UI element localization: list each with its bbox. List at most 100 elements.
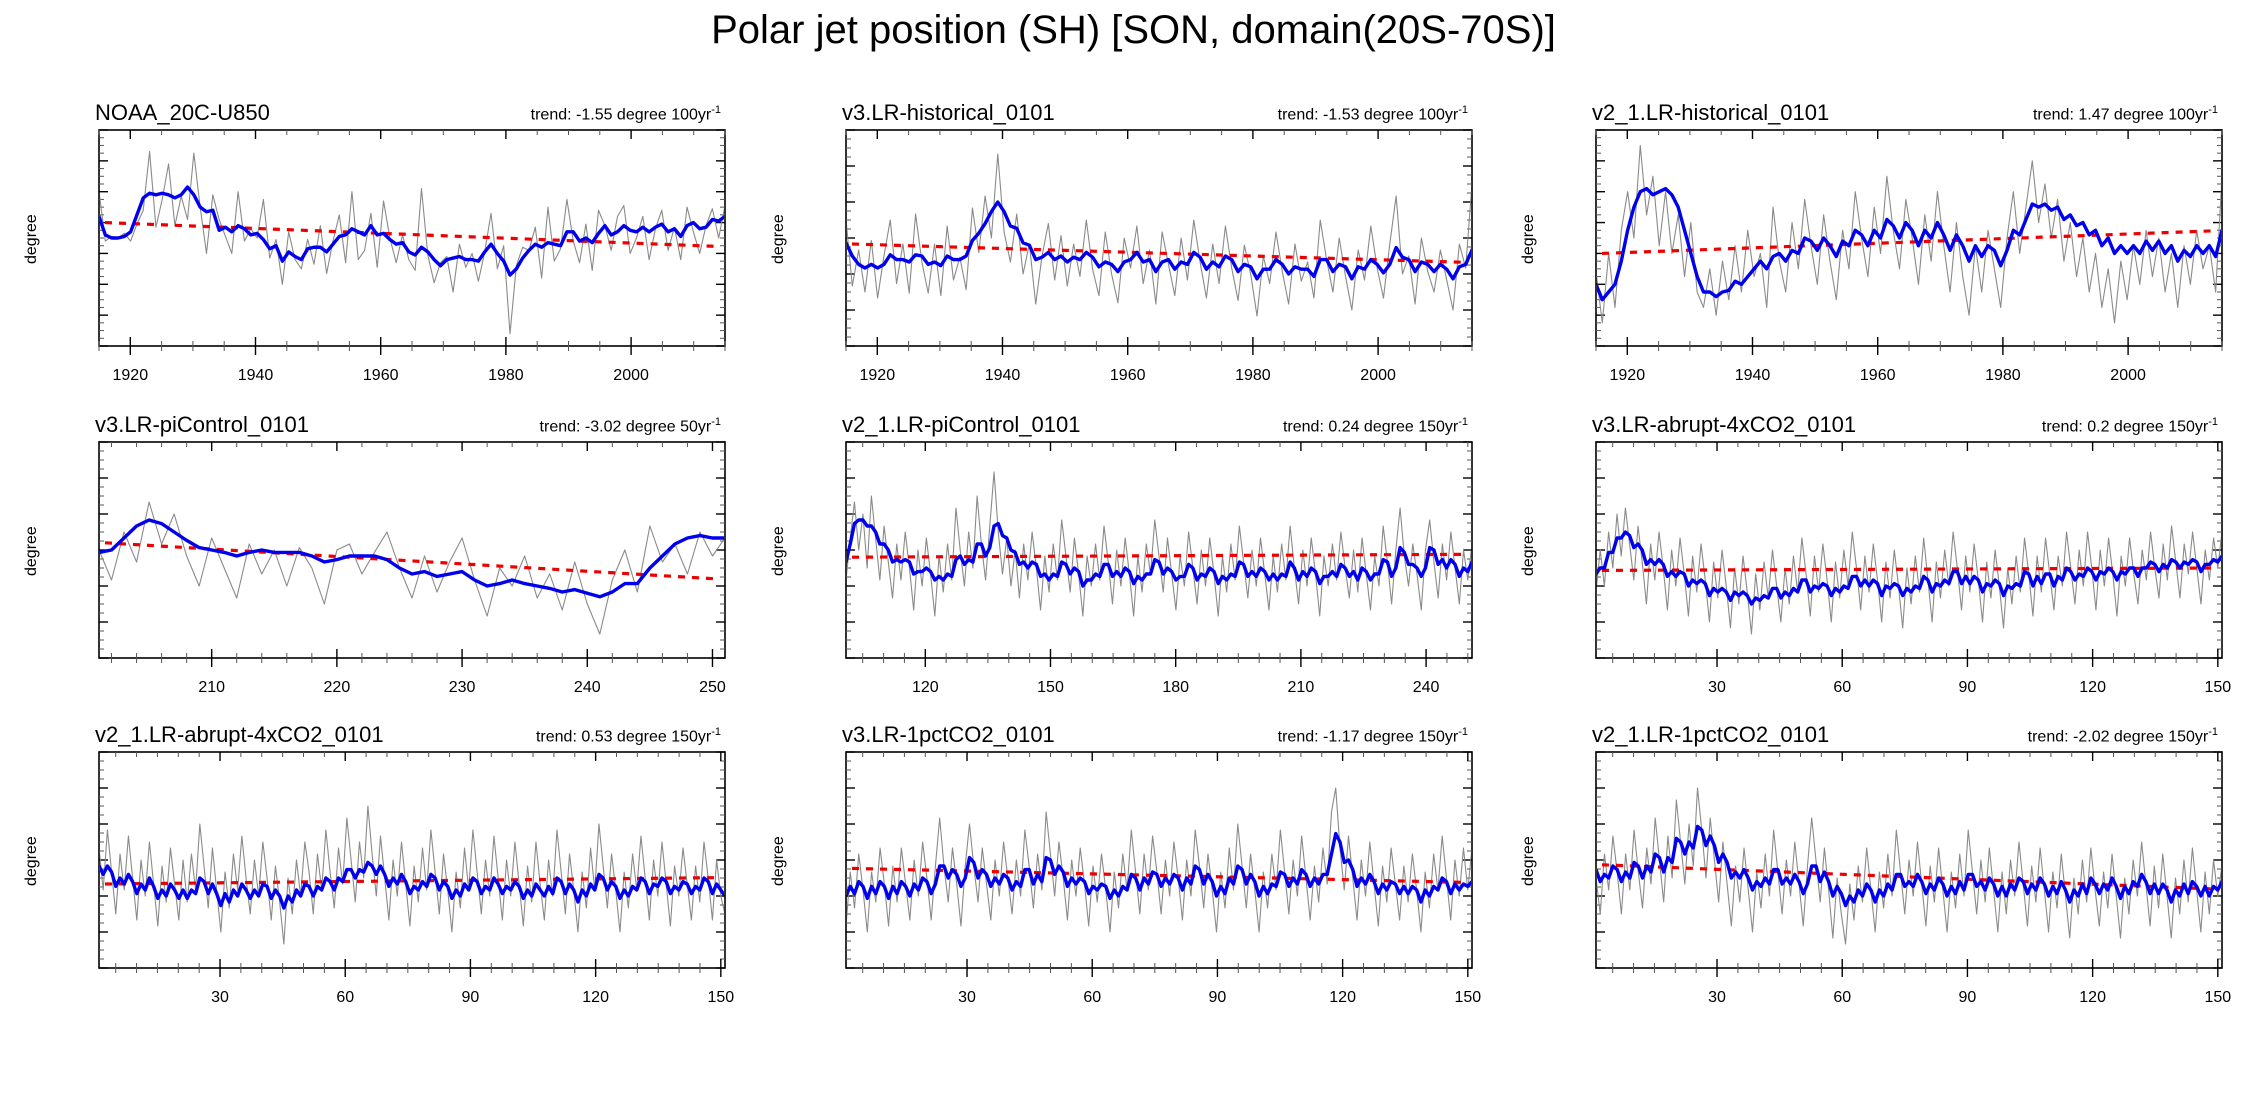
series-raw-line	[847, 153, 1471, 317]
series-smoothed-line	[1597, 186, 2221, 302]
x-tick-label: 60	[336, 989, 354, 1006]
x-tick-label: 150	[707, 989, 734, 1006]
series-smoothed-line	[847, 200, 1471, 281]
x-tick-label: 150	[1454, 989, 1481, 1006]
x-tick-label: 60	[1833, 679, 1851, 696]
plot-frame	[98, 441, 726, 659]
trend-text: trend: 0.2 degree 150yr	[2041, 418, 2209, 436]
series-smoothed-line	[1597, 530, 2221, 606]
x-tick-label: 60	[1833, 989, 1851, 1006]
series-raw-line	[847, 471, 1471, 617]
x-tick-label: 240	[574, 679, 601, 696]
x-tick-label: 120	[1329, 989, 1356, 1006]
plot-area: -39.0-42.0-45.0-48.0-51.0-54.0-57.019201…	[842, 126, 1482, 426]
x-tick-label: 1940	[238, 367, 274, 384]
plot-svg: -39.0-42.0-45.0-48.0-51.0-54.0-57.030609…	[1595, 441, 2231, 696]
panel-trend-annotation: trend: 1.47 degree 100yr-1	[2033, 104, 2218, 124]
trend-exponent: -1	[1458, 416, 1468, 428]
plot-svg: -39.0-42.0-45.0-48.0-51.0-54.0-57.030609…	[1595, 751, 2231, 1006]
x-tick-label: 1980	[488, 367, 524, 384]
x-tick-label: 1920	[860, 367, 896, 384]
trend-line	[1601, 229, 2217, 256]
series-smoothed-line	[847, 831, 1471, 904]
panel-trend-annotation: trend: -1.53 degree 100yr-1	[1278, 104, 1468, 124]
x-tick-label: 1940	[985, 367, 1021, 384]
panel-trend-annotation: trend: -3.02 degree 50yr-1	[540, 416, 721, 436]
plot-frame	[1595, 129, 2223, 347]
trend-exponent: -1	[1458, 104, 1468, 116]
plot-svg: -39.0-42.0-45.0-48.0-51.0-54.0-57.012015…	[845, 441, 1473, 696]
trend-text: trend: -2.02 degree 150yr	[2027, 728, 2209, 746]
trend-text: trend: -1.17 degree 150yr	[1277, 728, 1459, 746]
x-tick-label: 90	[1209, 989, 1227, 1006]
x-tick-label: 2000	[2110, 367, 2146, 384]
x-tick-label: 1940	[1735, 367, 1771, 384]
x-tick-label: 2000	[1360, 367, 1396, 384]
plot-frame	[845, 441, 1473, 659]
trend-line	[1601, 566, 2217, 572]
panel-header: v3.LR-historical_0101 trend: -1.53 degree…	[842, 100, 1468, 126]
series-smoothed-line	[1597, 824, 2221, 908]
plot-svg: -39.0-42.0-45.0-48.0-51.0-54.0-57.019201…	[845, 129, 1473, 384]
panel-title: v3.LR-abrupt-4xCO2_0101	[1592, 412, 1857, 437]
trend-exponent: -1	[2208, 104, 2218, 116]
trend-line	[104, 220, 720, 249]
x-tick-label: 180	[1162, 679, 1189, 696]
x-tick-label: 1980	[1235, 367, 1271, 384]
x-tick-label: 210	[198, 679, 225, 696]
x-tick-label: 230	[449, 679, 476, 696]
trend-line	[851, 242, 1467, 264]
x-tick-label: 30	[1708, 989, 1726, 1006]
panel-header: v2_1.LR-abrupt-4xCO2_0101 trend: 0.53 deg…	[95, 722, 721, 748]
plot-frame	[845, 751, 1473, 969]
x-tick-label: 1960	[1110, 367, 1146, 384]
trend-exponent: -1	[711, 104, 721, 116]
trend-exponent: -1	[2208, 416, 2218, 428]
plot-svg: -39.0-42.0-45.0-48.0-51.0-54.0-57.021022…	[98, 441, 726, 696]
plot-svg: -40.0-42.0-44.0-46.0-48.0-50.0-52.0-54.0…	[1595, 129, 2223, 384]
panel-trend-annotation: trend: 0.53 degree 150yr-1	[536, 726, 721, 746]
x-tick-label: 220	[324, 679, 351, 696]
plot-svg: -39.0-42.0-45.0-48.0-51.0-54.0-57.030609…	[845, 751, 1481, 1006]
x-tick-label: 150	[1037, 679, 1064, 696]
figure-title: Polar jet position (SH) [SON, domain(20S…	[711, 8, 1556, 52]
series-raw-line	[1597, 507, 2221, 635]
x-tick-label: 30	[958, 989, 976, 1006]
panel-title: v3.LR-1pctCO2_0101	[842, 722, 1055, 747]
trend-text: trend: -1.55 degree 100yr	[530, 106, 712, 124]
x-tick-label: 1920	[113, 367, 149, 384]
y-axis-label: degree	[1520, 526, 1537, 576]
x-tick-label: 250	[699, 679, 726, 696]
plot-area: -44.0-46.0-48.0-50.0-52.0-54.0-56.0-58.0…	[95, 126, 735, 426]
panel-header: v2_1.LR-piControl_0101 trend: 0.24 degree…	[842, 412, 1468, 438]
trend-exponent: -1	[711, 416, 721, 428]
x-tick-label: 60	[1083, 989, 1101, 1006]
y-axis-label: degree	[1520, 836, 1537, 886]
trend-line	[851, 552, 1467, 559]
x-tick-label: 1920	[1610, 367, 1646, 384]
panel-title: v2_1.LR-piControl_0101	[842, 412, 1081, 437]
x-tick-label: 2000	[613, 367, 649, 384]
series-smoothed-line	[847, 518, 1471, 588]
panel-title: v3.LR-historical_0101	[842, 100, 1055, 125]
x-tick-label: 1980	[1985, 367, 2021, 384]
x-tick-label: 150	[2204, 679, 2231, 696]
panel-title: v3.LR-piControl_0101	[95, 412, 310, 437]
panel-title: NOAA_20C-U850	[95, 100, 270, 125]
trend-line	[1601, 863, 2217, 891]
panel-header: v2_1.LR-1pctCO2_0101 trend: -2.02 degree …	[1592, 722, 2218, 748]
y-axis-label: degree	[1520, 214, 1537, 264]
panel-trend-annotation: trend: 0.2 degree 150yr-1	[2042, 416, 2218, 436]
y-axis-label: degree	[770, 214, 787, 264]
panel-header: NOAA_20C-U850 trend: -1.55 degree 100yr-1	[95, 100, 721, 126]
plot-svg: -44.0-46.0-48.0-50.0-52.0-54.0-56.0-58.0…	[98, 129, 726, 384]
plot-area: -40.0-42.0-44.0-46.0-48.0-50.0-52.0-54.0…	[1592, 126, 2232, 426]
plot-frame	[845, 129, 1473, 347]
panel-trend-annotation: trend: 0.24 degree 150yr-1	[1283, 416, 1468, 436]
trend-text: trend: 0.24 degree 150yr	[1282, 418, 1459, 436]
y-axis-label: degree	[23, 836, 40, 886]
x-tick-label: 120	[2079, 989, 2106, 1006]
x-tick-label: 240	[1413, 679, 1440, 696]
plot-area: -39.0-42.0-45.0-48.0-51.0-54.0-57.021022…	[95, 438, 735, 738]
